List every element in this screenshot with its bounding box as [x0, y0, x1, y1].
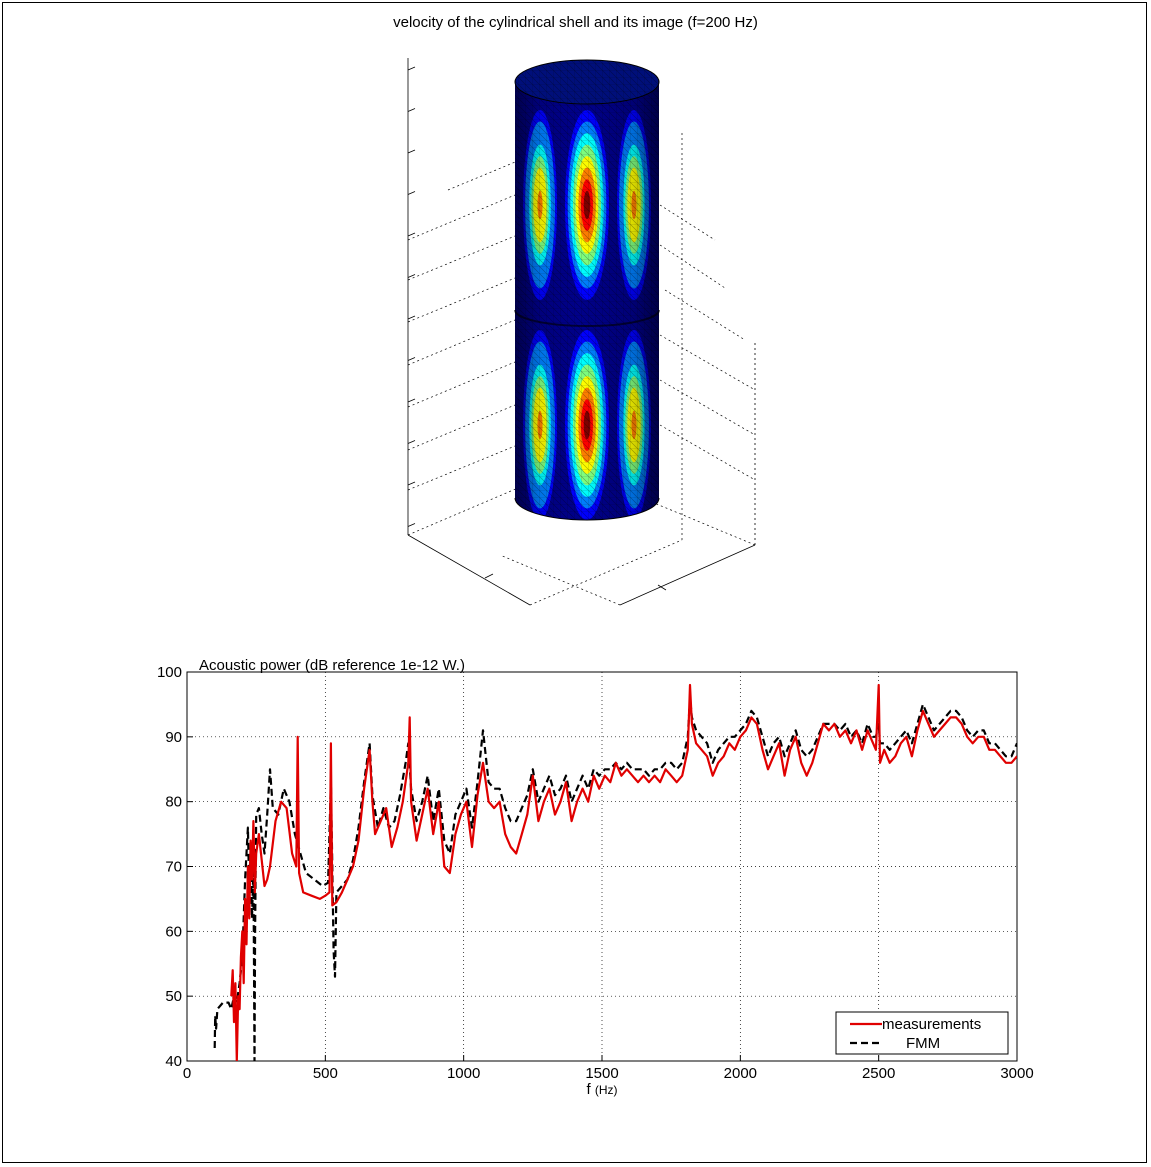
y-tick-label: 70: [165, 859, 182, 876]
legend-box: [835, 1011, 1009, 1055]
y-tick-label: 100: [157, 664, 182, 681]
y-tick-label: 40: [165, 1053, 182, 1070]
z-axis-tick: [407, 315, 416, 320]
z-axis-tick: [407, 66, 416, 71]
x-tick-label: 3000: [1000, 1065, 1033, 1082]
z-axis-tick: [407, 440, 416, 444]
z-axis-tick: [407, 232, 416, 237]
y-tick-label: 60: [165, 923, 182, 940]
series-lines: [213, 683, 1017, 1061]
cylinder-axes-box: [407, 58, 756, 606]
legend: measurements FMM: [835, 1011, 1009, 1055]
cylinder-plot: [407, 58, 756, 606]
y-tick-label: 50: [165, 988, 182, 1005]
z-axis-tick: [407, 523, 416, 527]
cylinder-gridlines: [407, 130, 756, 606]
x-axis-label: f (Hz): [586, 1081, 617, 1098]
x-tick-label: 2500: [862, 1065, 895, 1082]
chart-title: Acoustic power (dB reference 1e-12 W.): [199, 657, 465, 674]
z-axis-tick: [407, 191, 416, 195]
x-tick-label: 1000: [447, 1065, 480, 1082]
legend-label-measurements: measurements: [882, 1016, 981, 1033]
x-axis-label-var: f: [586, 1081, 591, 1098]
z-axis-tick: [407, 108, 416, 112]
z-axis-tick: [407, 398, 416, 403]
series-line-measurements: [230, 683, 1017, 1061]
cylinder-bottom-edge: [514, 497, 660, 521]
x-tick-label: 0: [183, 1065, 191, 1082]
cylinder-seam: [514, 309, 660, 327]
chart-grid: [187, 672, 1017, 1061]
x-tick-label: 500: [313, 1065, 338, 1082]
y-tick-label: 90: [165, 729, 182, 746]
z-axis-tick: [407, 357, 416, 361]
axis-ticks: 0 500 1000 1500 2000 2500 3000 40 50 60 70 80 90 100: [157, 664, 1034, 1082]
z-axis-tick: [407, 481, 416, 486]
series-line-fmm: [213, 696, 1017, 1061]
figure-title: velocity of the cylindrical shell and it…: [393, 14, 758, 31]
z-axis-tick: [407, 149, 416, 154]
cylinder-surface: [515, 60, 659, 520]
x-tick-label: 1500: [585, 1065, 618, 1082]
legend-label-fmm: FMM: [906, 1035, 940, 1052]
x-tick-label: 2000: [724, 1065, 757, 1082]
y-tick-label: 80: [165, 794, 182, 811]
z-axis-tick: [407, 274, 416, 278]
x-axis-label-unit: (Hz): [595, 1083, 618, 1097]
